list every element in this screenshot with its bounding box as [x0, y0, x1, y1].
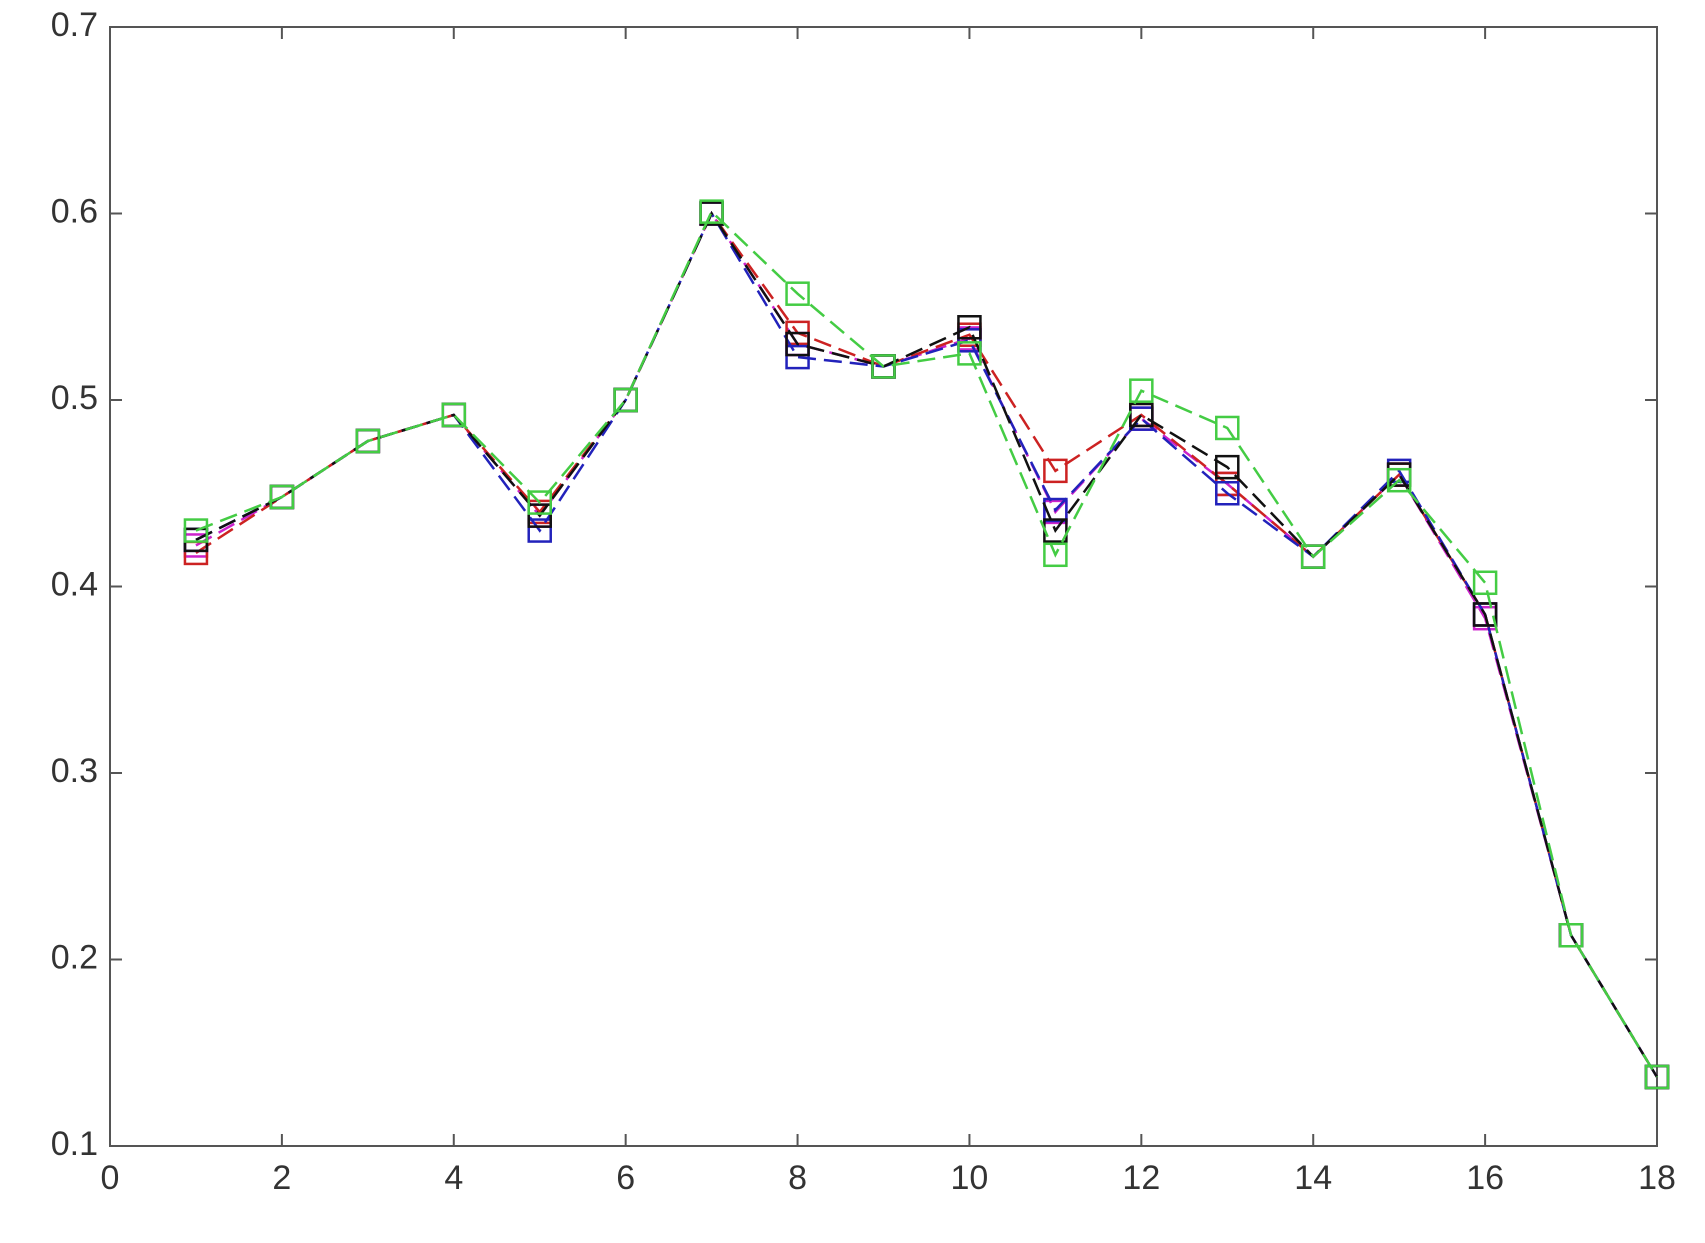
marker	[527, 518, 552, 543]
marker	[785, 331, 810, 357]
x-tick-label: 14	[1294, 1159, 1332, 1197]
marker	[1386, 467, 1412, 493]
marker	[1043, 542, 1068, 568]
marker	[871, 354, 896, 379]
marker	[441, 402, 467, 428]
marker	[527, 490, 552, 515]
x-tick-label: 12	[1122, 1159, 1160, 1197]
marker	[1472, 602, 1498, 627]
marker	[1129, 402, 1154, 428]
x-tick-label: 18	[1638, 1159, 1676, 1197]
marker	[269, 484, 295, 510]
plot-frame	[109, 26, 1658, 1147]
y-tick-label: 0.4	[51, 565, 98, 603]
series-line	[195, 210, 1659, 1078]
x-tick-label: 16	[1466, 1159, 1504, 1197]
marker	[1558, 923, 1584, 948]
x-tick-label: 6	[616, 1159, 635, 1197]
marker	[1300, 544, 1326, 569]
x-tick-label: 10	[951, 1159, 989, 1197]
series-line	[195, 210, 1659, 1078]
x-tick-label: 8	[788, 1159, 807, 1197]
marker	[1215, 481, 1240, 506]
y-tick-label: 0.6	[51, 192, 98, 230]
marker	[957, 341, 982, 366]
marker	[1129, 378, 1154, 403]
marker	[699, 199, 724, 224]
y-tick-label: 0.5	[51, 379, 98, 417]
marker	[957, 328, 982, 353]
series-line	[195, 210, 1659, 1078]
x-tick-label: 2	[272, 1159, 291, 1197]
marker	[957, 315, 982, 340]
marker	[1043, 497, 1068, 523]
marker	[183, 518, 209, 543]
y-tick-label: 0.3	[51, 752, 98, 790]
marker	[785, 281, 810, 306]
marker	[1043, 458, 1068, 484]
marker	[1644, 1064, 1670, 1090]
marker	[1215, 454, 1240, 480]
marker	[613, 387, 638, 413]
marker	[1215, 415, 1240, 441]
marker	[785, 344, 810, 370]
series-line	[195, 209, 1659, 1078]
y-tick-label: 0.1	[51, 1125, 98, 1163]
marker	[1472, 570, 1498, 596]
x-tick-label: 0	[101, 1159, 120, 1197]
y-tick-label: 0.2	[51, 938, 98, 976]
y-tick-label: 0.7	[51, 6, 98, 44]
marker	[355, 428, 381, 454]
marker	[527, 503, 552, 528]
x-tick-label: 4	[444, 1159, 463, 1197]
series-line	[195, 211, 1659, 1078]
